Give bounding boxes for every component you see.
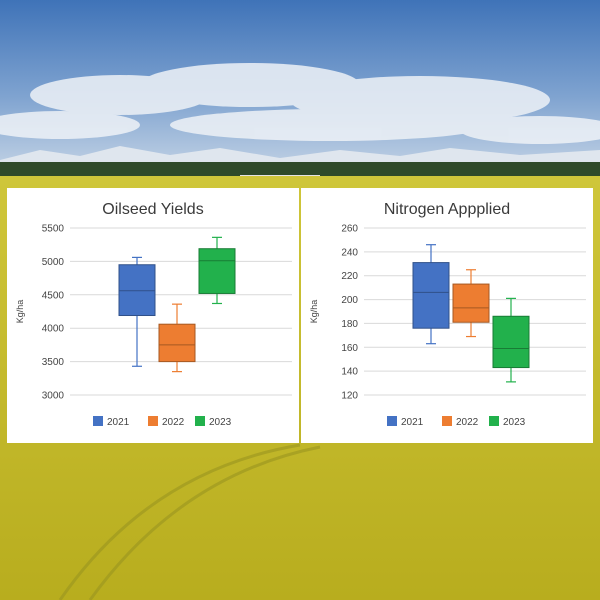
y-tick-label: 160	[341, 343, 358, 354]
nitrogen-applied-chart-panel: Nitrogen Appplied 120 140 160 180 200 220 240 26…	[301, 188, 593, 443]
legend-label: 2021	[401, 417, 424, 428]
legend-swatch	[489, 416, 499, 426]
legend-label: 2023	[503, 417, 526, 428]
y-tick-label: 5500	[42, 224, 65, 235]
y-tick-label: 240	[341, 247, 358, 258]
legend-label: 2022	[162, 417, 185, 428]
oilseed-yields-chart: Oilseed Yields 3000 3500 4000 4500 5000 5500 Kg…	[15, 201, 292, 428]
legend-swatch	[148, 416, 158, 426]
box-2023	[198, 248, 236, 294]
y-tick-label: 140	[341, 367, 358, 378]
oilseed-yields-chart-panel: Oilseed Yields 3000 3500 4000 4500 5000 5500 Kg…	[7, 188, 299, 443]
box-2022	[158, 323, 196, 363]
legend-label: 2022	[456, 417, 479, 428]
box-2021	[118, 264, 156, 317]
y-axis-label: Kg/ha	[309, 300, 319, 324]
y-tick-label: 200	[341, 295, 358, 306]
y-tick-label: 3000	[42, 391, 65, 402]
y-tick-label: 3500	[42, 357, 65, 368]
legend-label: 2021	[107, 417, 130, 428]
y-tick-label: 4000	[42, 324, 65, 335]
box-2022	[452, 283, 490, 323]
treeline	[0, 162, 600, 176]
y-axis-label: Kg/ha	[15, 300, 25, 324]
y-tick-label: 5000	[42, 257, 65, 268]
legend-swatch	[93, 416, 103, 426]
y-tick-label: 260	[341, 224, 358, 235]
y-tick-label: 120	[341, 391, 358, 402]
nitrogen-applied-chart: Nitrogen Appplied 120 140 160 180 200 220 240 26…	[309, 201, 586, 428]
legend-label: 2023	[209, 417, 232, 428]
y-tick-label: 220	[341, 271, 358, 282]
y-tick-label: 180	[341, 319, 358, 330]
chart-title: Oilseed Yields	[102, 201, 203, 218]
legend-swatch	[387, 416, 397, 426]
box-2021	[412, 262, 450, 329]
legend-swatch	[195, 416, 205, 426]
legend-swatch	[442, 416, 452, 426]
box-2023	[492, 315, 530, 369]
tractor-tracks	[58, 443, 321, 600]
clouds	[0, 63, 600, 144]
y-tick-label: 4500	[42, 290, 65, 301]
chart-title: Nitrogen Appplied	[384, 201, 510, 218]
